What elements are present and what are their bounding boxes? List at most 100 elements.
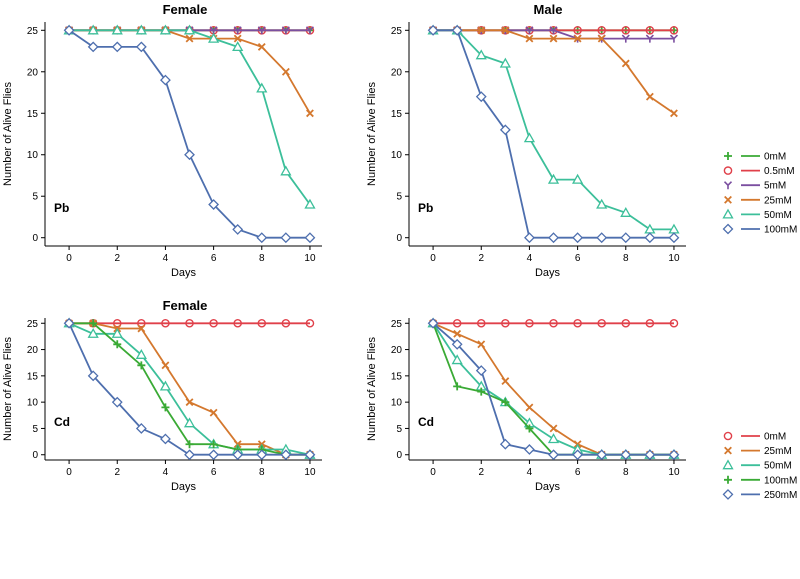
data-point: [573, 34, 582, 43]
data-point: [256, 232, 268, 244]
x-tick-label: 6: [211, 253, 217, 264]
x-tick-label: 2: [114, 253, 120, 264]
data-point: [645, 34, 654, 43]
series-250mM: [427, 317, 680, 461]
y-tick-label: 5: [32, 424, 38, 435]
data-point: [232, 223, 244, 235]
data-point: [87, 370, 99, 382]
y-tick-label: 15: [27, 109, 39, 120]
x-axis-label: Days: [171, 481, 197, 493]
data-point: [232, 41, 244, 52]
metal-label: Cd: [418, 415, 434, 429]
data-point: [475, 365, 487, 377]
legend-label: 250mM: [764, 490, 797, 501]
data-point: [161, 403, 170, 412]
data-point: [305, 318, 315, 328]
data-point: [668, 449, 680, 461]
data-point: [89, 319, 98, 328]
data-point: [547, 173, 560, 184]
data-point: [280, 449, 292, 461]
data-point: [112, 318, 122, 328]
data-point: [63, 317, 75, 329]
data-point: [159, 380, 172, 391]
series-line: [69, 29, 311, 206]
y-axis-label: Number of Alive Flies: [366, 337, 378, 441]
y-tick-label: 25: [391, 319, 403, 330]
legend-label: 0mM: [764, 152, 786, 163]
data-point: [549, 318, 558, 328]
y-tick-label: 0: [32, 233, 38, 244]
chart-title: Female: [163, 298, 208, 313]
data-point: [501, 377, 510, 386]
data-point: [669, 34, 679, 43]
data-point: [185, 34, 194, 43]
legend-marker: [723, 181, 733, 190]
legend-marker: [724, 195, 732, 204]
y-tick-label: 15: [391, 109, 403, 120]
x-tick-label: 4: [163, 467, 169, 478]
data-point: [137, 361, 146, 370]
data-point: [621, 25, 631, 35]
legend-entry: 5mM: [723, 181, 786, 192]
data-point: [135, 24, 147, 35]
data-point: [209, 408, 218, 417]
data-point: [87, 327, 99, 338]
chart-title: Male: [534, 2, 563, 17]
data-point: [645, 25, 655, 35]
legend-entry: 250mM: [722, 488, 797, 501]
data-point: [499, 57, 511, 68]
data-point: [135, 348, 147, 359]
series-50mM: [63, 317, 316, 459]
data-point: [668, 232, 680, 244]
data-point: [477, 26, 486, 35]
data-point: [499, 438, 511, 450]
y-tick-label: 20: [391, 67, 403, 78]
data-point: [137, 318, 146, 328]
x-tick-label: 10: [668, 467, 680, 478]
data-point: [524, 232, 535, 244]
data-point: [644, 232, 656, 244]
y-tick-label: 15: [27, 371, 39, 382]
data-point: [573, 25, 582, 35]
data-point: [111, 41, 123, 53]
x-axis-label: Days: [535, 481, 561, 493]
data-point: [669, 25, 679, 35]
data-point: [281, 26, 290, 35]
data-point: [501, 318, 510, 328]
data-point: [257, 26, 266, 35]
chart-panel-3: Female 0 5 10 15 20 25 0 2 4 6 8 10 Days Number of Ali…: [2, 298, 322, 493]
legend-label: 25mM: [764, 446, 792, 457]
data-point: [621, 34, 630, 43]
data-point: [111, 24, 123, 35]
y-tick-label: 10: [391, 150, 403, 161]
data-point: [597, 34, 606, 43]
legend-label: 0mM: [764, 432, 786, 443]
legend-entry: 50mM: [722, 208, 792, 221]
data-point: [452, 318, 462, 328]
data-point: [256, 82, 268, 93]
data-point: [477, 387, 486, 396]
data-point: [670, 109, 678, 118]
data-point: [257, 318, 267, 328]
legend-label: 5mM: [764, 181, 786, 192]
y-tick-label: 10: [27, 150, 39, 161]
legend-label: 0.5mM: [764, 166, 795, 177]
legend-label: 100mM: [764, 475, 797, 486]
y-tick-label: 20: [27, 67, 39, 78]
y-tick-label: 10: [391, 398, 403, 409]
data-point: [233, 34, 242, 43]
data-point: [111, 327, 123, 338]
data-point: [501, 398, 510, 407]
data-point: [427, 24, 439, 36]
x-axis-label: Days: [535, 267, 561, 279]
series-25mM: [429, 26, 678, 118]
data-point: [549, 424, 558, 433]
data-point: [596, 449, 608, 461]
x-tick-label: 8: [623, 467, 629, 478]
y-axis-label: Number of Alive Flies: [366, 82, 378, 186]
data-point: [233, 318, 242, 328]
data-point: [281, 67, 290, 76]
legend-marker: [722, 208, 734, 219]
x-tick-label: 0: [430, 467, 436, 478]
